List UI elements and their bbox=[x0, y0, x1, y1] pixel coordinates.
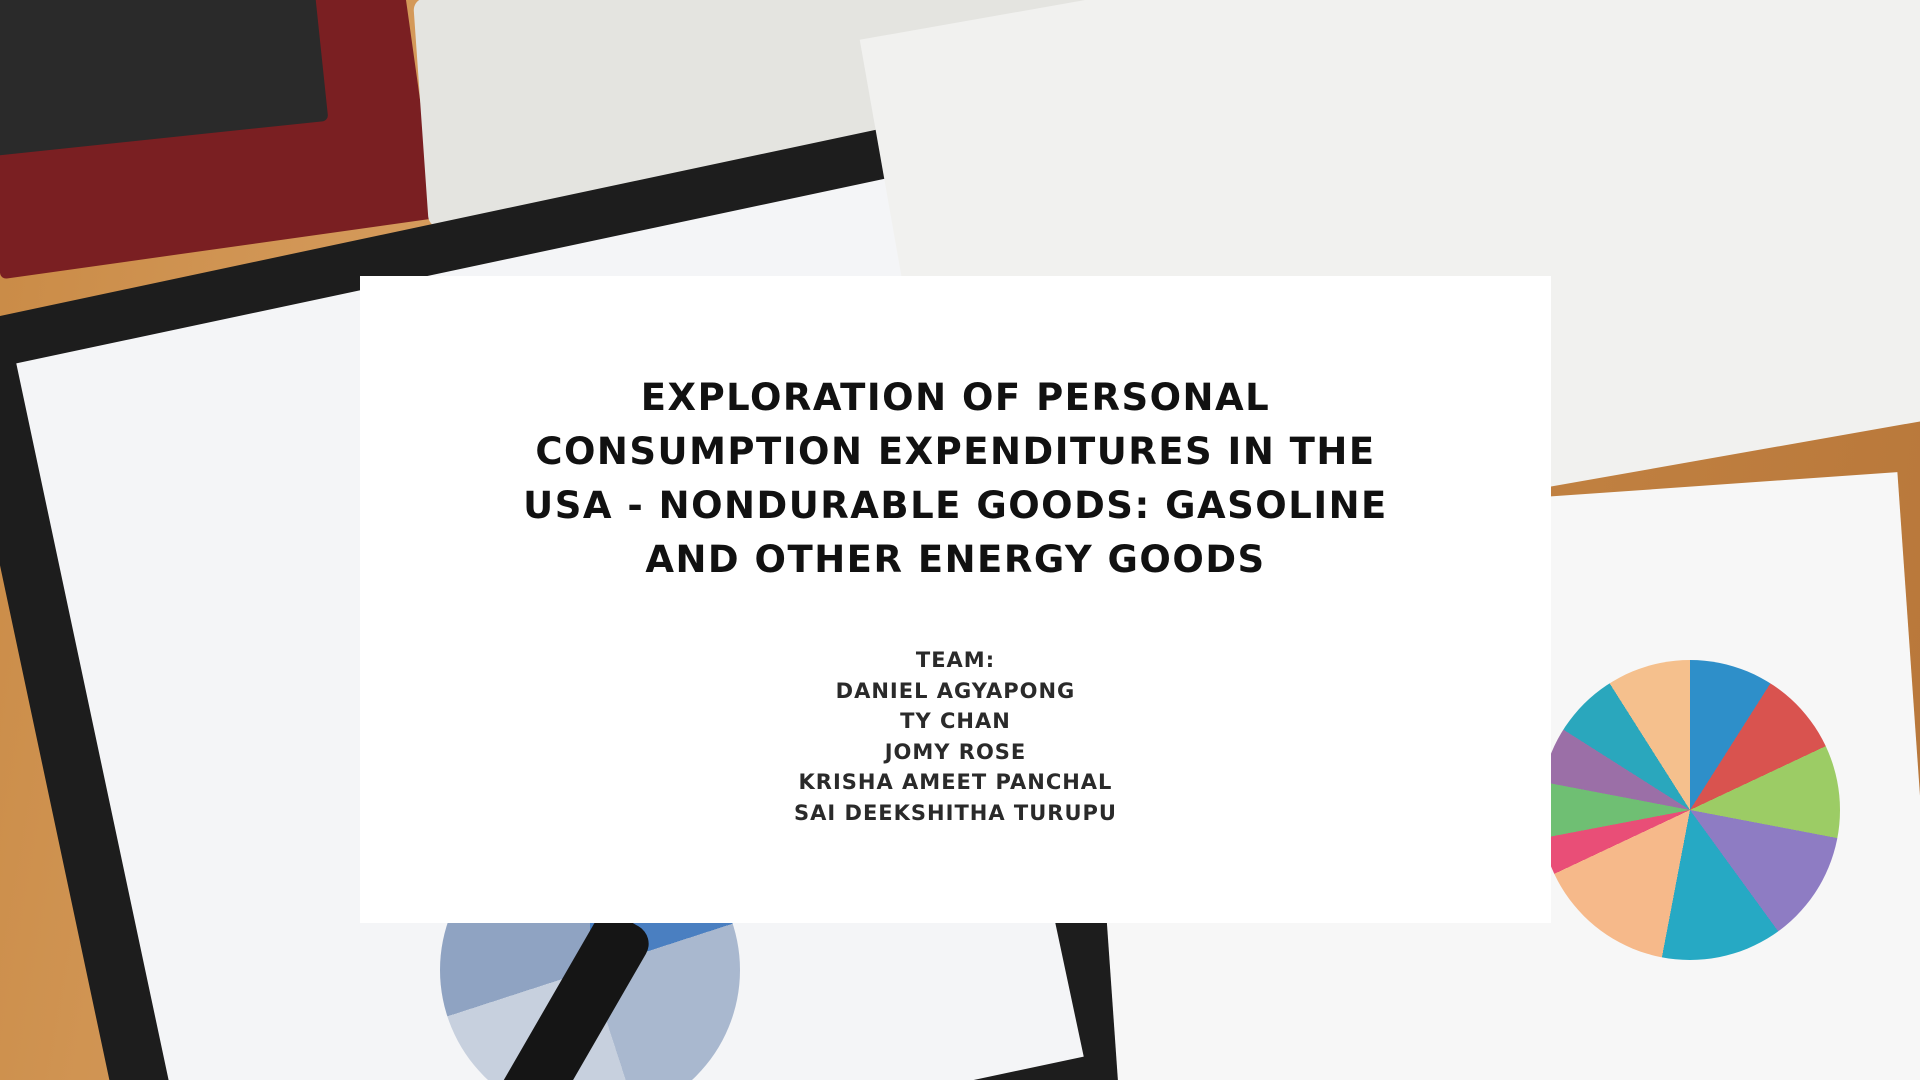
team-member: TY CHAN bbox=[900, 709, 1011, 733]
team-member: JOMY ROSE bbox=[884, 739, 1027, 764]
title-card: EXPLORATION OF PERSONAL CONSUMPTION EXPE… bbox=[360, 276, 1551, 923]
slide-title: EXPLORATION OF PERSONAL CONSUMPTION EXPE… bbox=[523, 376, 1388, 581]
team-member: SAI DEEKSHITHA TURUPU bbox=[794, 800, 1117, 825]
team-member: KRISHA AMEET PANCHAL bbox=[798, 770, 1113, 794]
team-member: DANIEL AGYAPONG bbox=[835, 678, 1076, 703]
pie-chart bbox=[1540, 660, 1840, 960]
team-label: TEAM: bbox=[915, 648, 996, 672]
team-list: TEAM: DANIEL AGYAPONG TY CHAN JOMY ROSE KRI… bbox=[794, 645, 1117, 828]
